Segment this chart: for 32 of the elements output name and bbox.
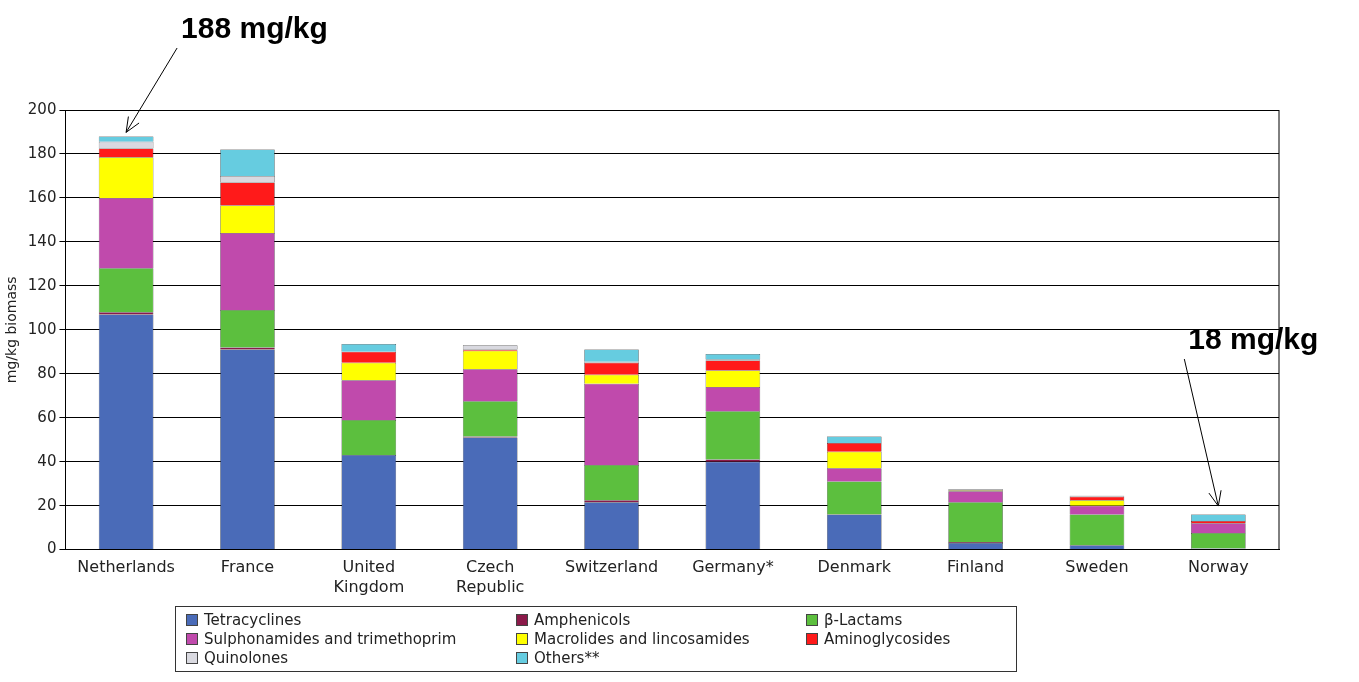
legend-label: Macrolides and lincosamides (534, 630, 750, 648)
legend-label: β-Lactams (824, 611, 903, 629)
x-tick-label: United Kingdom (333, 557, 405, 596)
x-tick-label: Netherlands (77, 557, 175, 577)
y-tick-label: 60 (37, 407, 57, 426)
x-tick-label: Sweden (1065, 557, 1129, 577)
y-tick-label: 40 (37, 451, 57, 470)
x-tick-label: Switzerland (564, 557, 659, 577)
y-tick-label: 120 (27, 275, 57, 294)
x-tick-label: Germany* (692, 557, 774, 577)
y-tick-label: 160 (27, 187, 57, 206)
legend-label: Others** (534, 649, 600, 667)
x-tick-label: France (220, 557, 275, 577)
y-tick-label: 80 (37, 363, 57, 382)
x-tick-label: Czech Republic (455, 557, 525, 596)
y-tick-label: 0 (46, 539, 57, 558)
y-tick-label: 200 (27, 99, 57, 118)
annotation: 18 mg/kg (1188, 322, 1319, 356)
legend-label: Tetracyclines (204, 611, 302, 629)
x-tick-label: Norway (1187, 557, 1249, 577)
y-axis-title: mg/kg biomass (3, 276, 20, 384)
y-tick-label: 20 (37, 495, 57, 514)
legend-label: Aminoglycosides (824, 630, 951, 648)
y-tick-label: 140 (27, 231, 57, 250)
y-tick-label: 100 (27, 319, 57, 338)
x-tick-label: Denmark (817, 557, 892, 577)
annotation: 188 mg/kg (181, 11, 328, 45)
legend-label: Sulphonamides and trimethoprim (204, 630, 457, 648)
x-tick-label: Finland (947, 557, 1005, 577)
legend-label: Quinolones (204, 649, 289, 667)
y-tick-label: 180 (27, 143, 57, 162)
legend-label: Amphenicols (534, 611, 631, 629)
